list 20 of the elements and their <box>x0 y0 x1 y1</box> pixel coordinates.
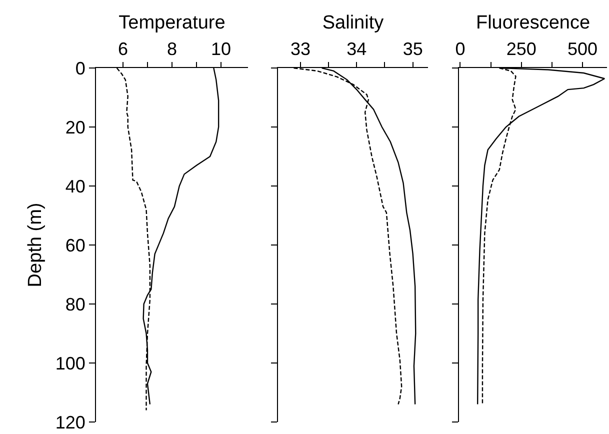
chart-title: Fluorescence <box>476 12 590 34</box>
y-tick-label: 120 <box>55 412 86 432</box>
y-axis-title: Depth (m) <box>25 202 46 288</box>
y-tick-label: 20 <box>65 117 86 138</box>
x-tick-label: 8 <box>166 38 178 59</box>
y-tick-label: 100 <box>55 353 86 374</box>
x-tick-label: 34 <box>346 38 367 59</box>
x-tick-label: 6 <box>118 38 128 59</box>
y-tick-label: 40 <box>65 176 86 196</box>
chart-title: Salinity <box>322 12 384 34</box>
x-tick-label: 35 <box>402 38 423 59</box>
x-tick-label: 0 <box>455 38 466 59</box>
x-tick-label: 10 <box>211 38 232 59</box>
x-tick-label: 33 <box>290 38 310 59</box>
y-tick-label: 80 <box>65 294 86 314</box>
y-tick-label: 60 <box>65 235 86 256</box>
x-tick-label: 500 <box>568 38 598 59</box>
x-tick-label: 250 <box>506 38 536 59</box>
y-tick-label: 0 <box>75 58 86 78</box>
chart-title: Temperature <box>118 12 226 34</box>
